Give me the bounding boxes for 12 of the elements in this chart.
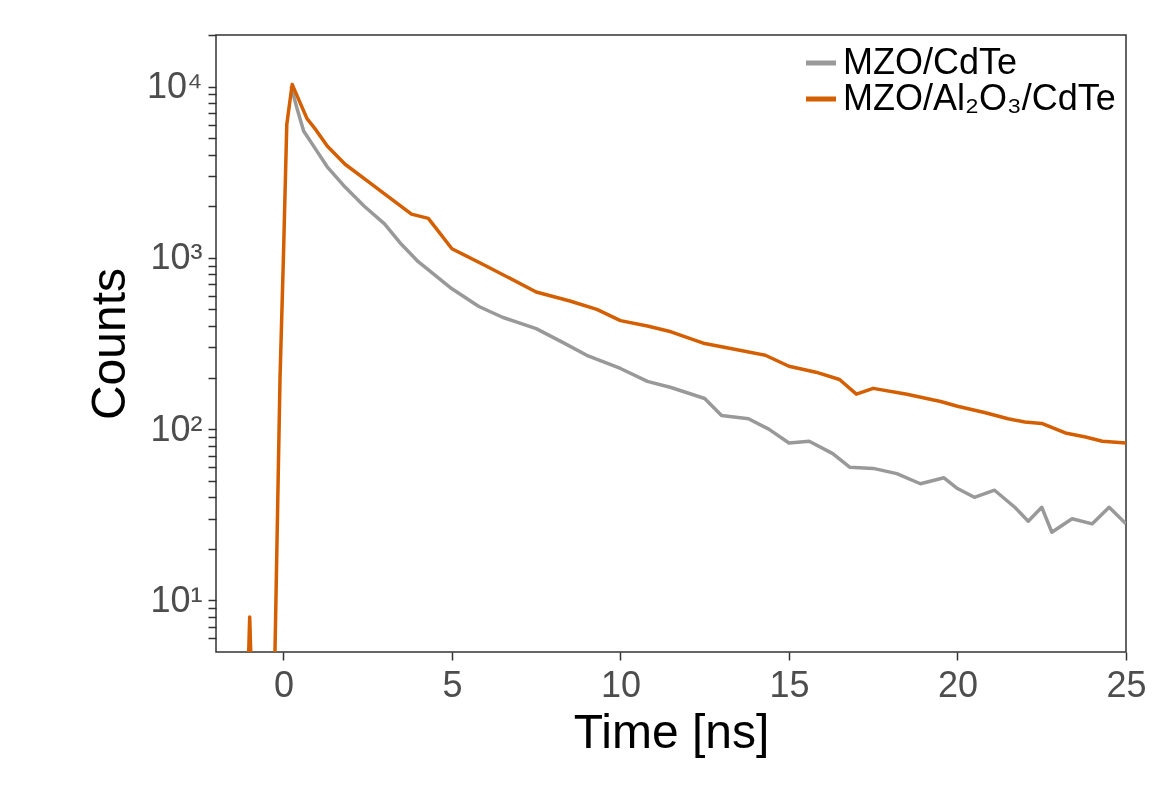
x-tick-label: 20 [937,663,978,705]
x-tick-label: 5 [442,663,463,705]
y-tick-label: 10² [150,407,203,449]
y-tick-label: 10⁴ [146,65,203,107]
x-tick-label: 10 [600,663,641,705]
y-tick-label: 10³ [150,236,203,278]
x-tick-label: 0 [273,663,294,705]
y-tick-label: 10¹ [150,578,203,620]
y-axis-title: Counts [81,267,135,421]
x-axis-title: Time [ns] [573,704,770,758]
x-tick-label: 15 [769,663,810,705]
x-tick-label: 25 [1106,663,1147,705]
